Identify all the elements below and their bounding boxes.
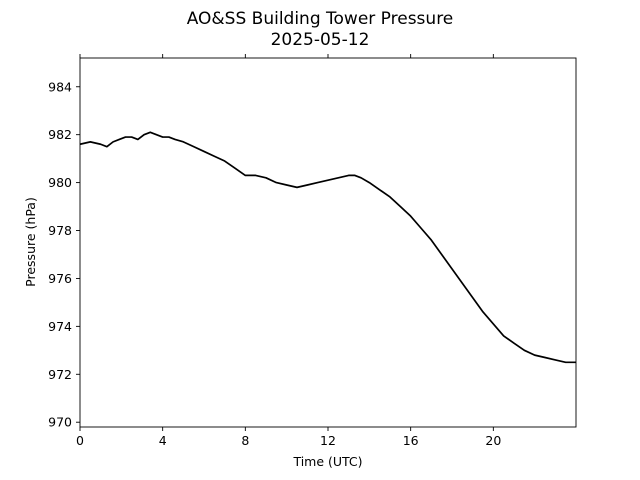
y-tick-label: 980 — [48, 175, 72, 190]
y-tick-label: 974 — [48, 319, 72, 334]
y-tick-label: 978 — [48, 223, 72, 238]
y-tick-label: 982 — [48, 127, 72, 142]
x-tick-label: 16 — [403, 433, 419, 448]
y-axis-label: Pressure (hPa) — [23, 197, 38, 287]
x-axis-label: Time (UTC) — [292, 454, 362, 469]
chart-subtitle: 2025-05-12 — [271, 30, 370, 50]
x-tick-label: 4 — [159, 433, 167, 448]
plot-area: 0 4 8 12 16 20 970 972 974 976 978 980 982 984 — [48, 54, 577, 448]
pressure-series-line — [79, 131, 576, 364]
y-tick-label: 984 — [48, 79, 72, 94]
plot-frame — [79, 57, 577, 428]
chart-title: AO&SS Building Tower Pressure — [187, 9, 454, 29]
y-tick-label: 970 — [48, 415, 72, 430]
x-tick-label: 8 — [241, 433, 249, 448]
x-tick-label: 20 — [485, 433, 501, 448]
x-tick-label: 12 — [320, 433, 336, 448]
y-tick-label: 976 — [48, 271, 72, 286]
y-tick-label: 972 — [48, 367, 72, 382]
x-tick-label: 0 — [76, 433, 84, 448]
